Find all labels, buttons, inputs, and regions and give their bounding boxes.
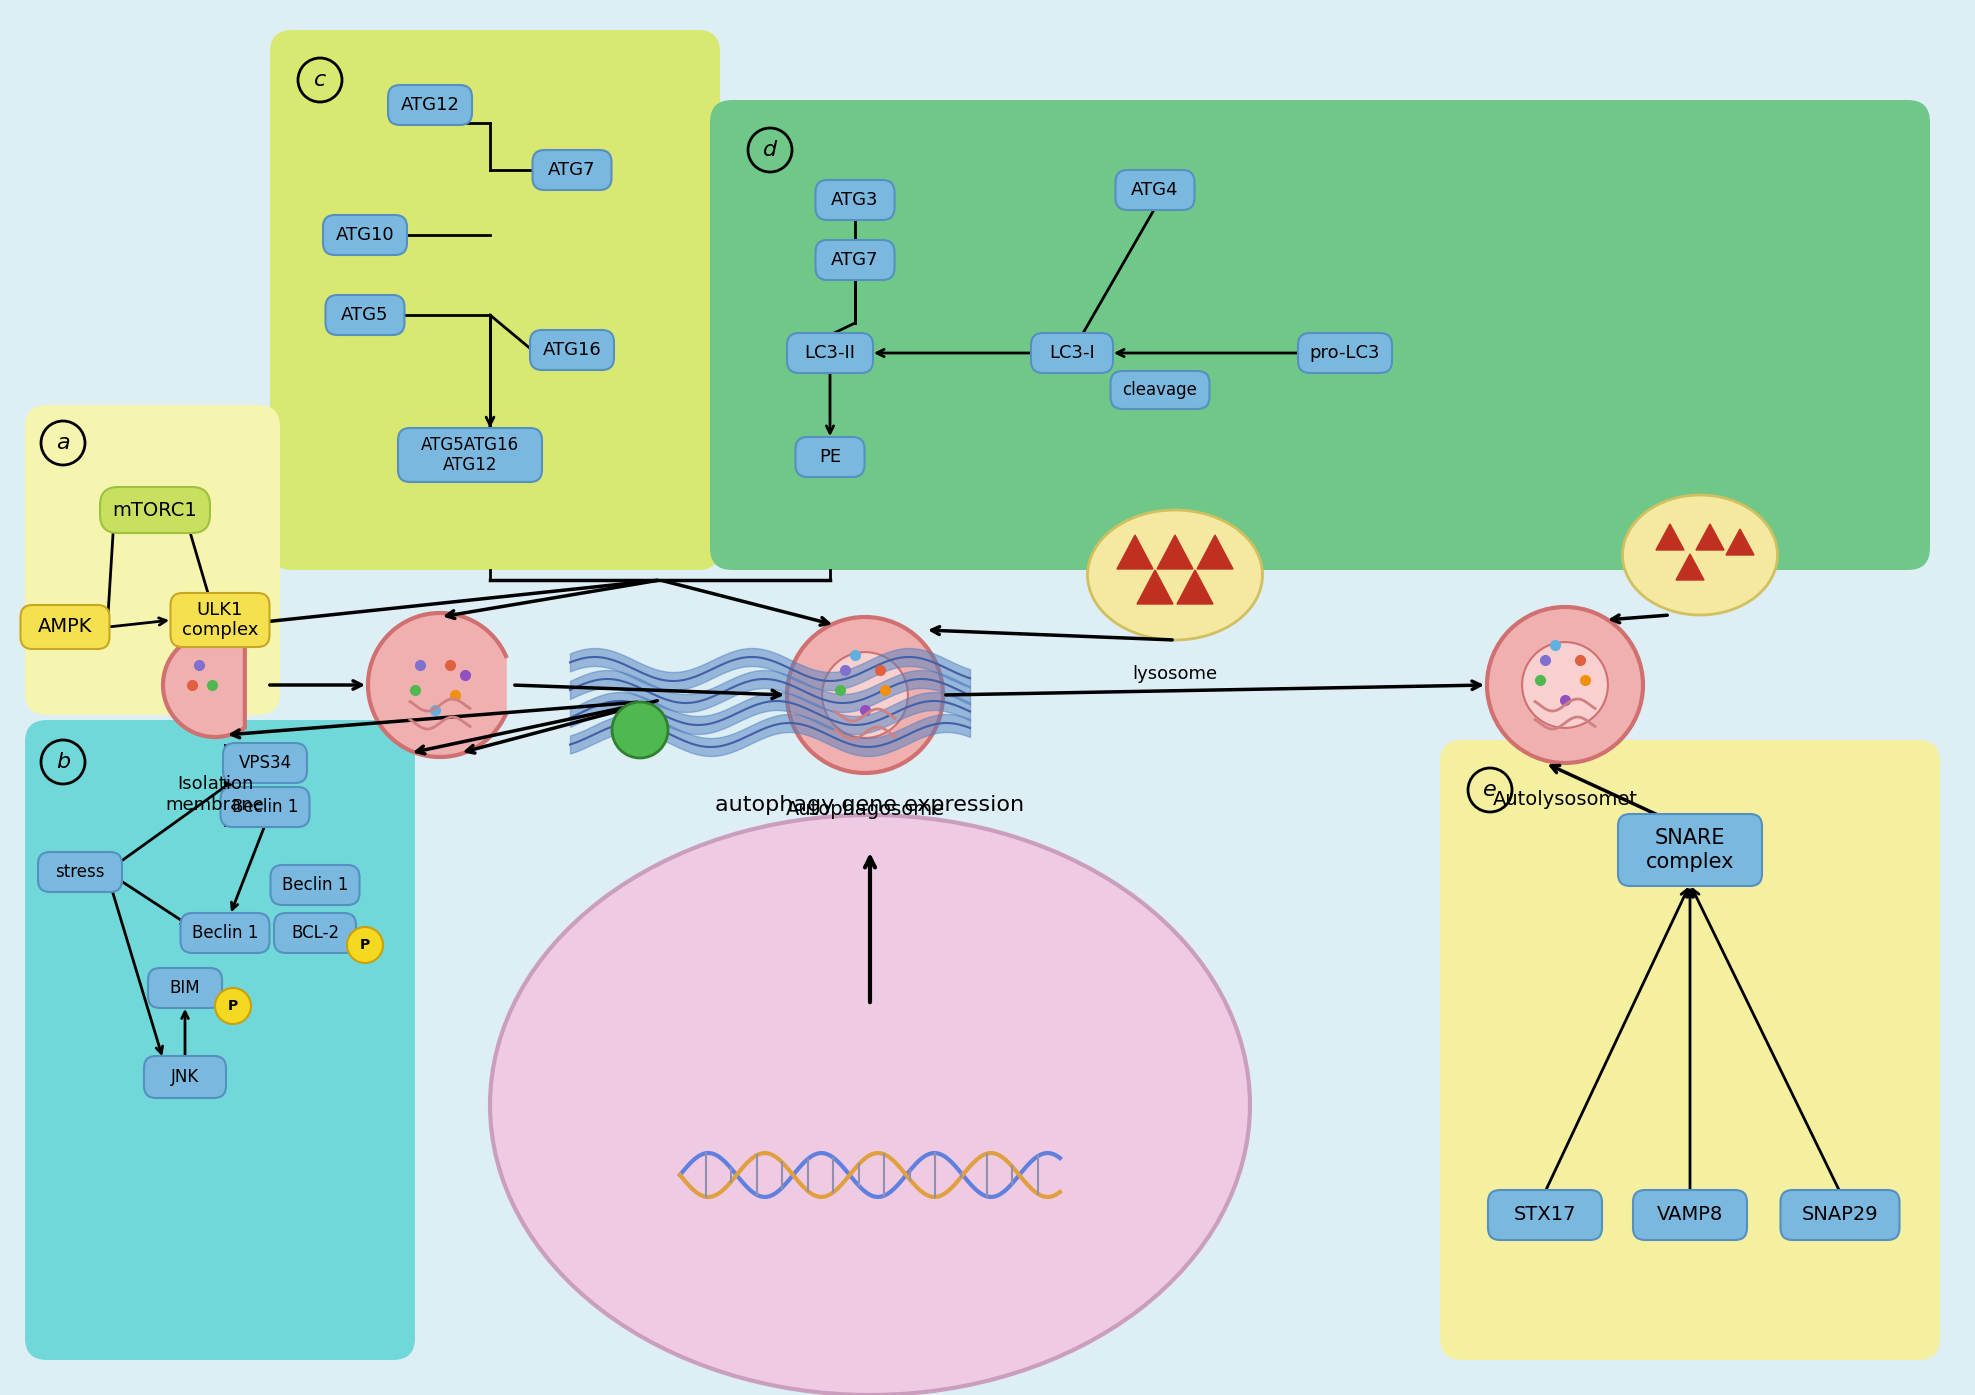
Circle shape — [1523, 642, 1608, 728]
Text: mTORC1: mTORC1 — [113, 501, 198, 519]
Text: cleavage: cleavage — [1122, 381, 1197, 399]
Text: ATG16: ATG16 — [543, 340, 600, 359]
Text: ATG7: ATG7 — [831, 251, 879, 269]
FancyBboxPatch shape — [271, 865, 359, 905]
Text: Autophagosome: Autophagosome — [786, 799, 944, 819]
Text: ATG12: ATG12 — [401, 96, 460, 114]
Text: d: d — [762, 140, 776, 160]
Text: lysosome: lysosome — [1132, 665, 1217, 684]
Ellipse shape — [1623, 495, 1778, 615]
FancyBboxPatch shape — [1298, 333, 1392, 372]
FancyBboxPatch shape — [1487, 1190, 1602, 1240]
Text: ATG3: ATG3 — [831, 191, 879, 209]
Text: BCL-2: BCL-2 — [290, 923, 340, 942]
Polygon shape — [1677, 554, 1704, 580]
Ellipse shape — [490, 815, 1250, 1395]
Polygon shape — [1655, 525, 1685, 550]
Circle shape — [822, 651, 908, 738]
Text: ATG7: ATG7 — [549, 160, 596, 179]
Text: ATG5ATG16
ATG12: ATG5ATG16 ATG12 — [421, 435, 519, 474]
Text: Isolation
membrane: Isolation membrane — [166, 776, 265, 813]
Text: AMPK: AMPK — [38, 618, 93, 636]
FancyBboxPatch shape — [387, 85, 472, 126]
Text: Beclin 1: Beclin 1 — [192, 923, 259, 942]
Text: PE: PE — [820, 448, 841, 466]
FancyBboxPatch shape — [26, 405, 280, 716]
FancyBboxPatch shape — [1618, 815, 1762, 886]
Circle shape — [1487, 607, 1643, 763]
FancyBboxPatch shape — [144, 1056, 225, 1098]
Text: P: P — [359, 937, 369, 951]
FancyBboxPatch shape — [816, 240, 895, 280]
Circle shape — [786, 617, 942, 773]
Circle shape — [215, 988, 251, 1024]
FancyBboxPatch shape — [326, 294, 405, 335]
Polygon shape — [1118, 536, 1153, 569]
Text: ULK1
complex: ULK1 complex — [182, 601, 259, 639]
Text: BIM: BIM — [170, 979, 199, 997]
FancyBboxPatch shape — [796, 437, 865, 477]
Text: JNK: JNK — [172, 1069, 199, 1085]
Text: SNARE
complex: SNARE complex — [1645, 829, 1734, 872]
FancyBboxPatch shape — [1440, 739, 1939, 1360]
Circle shape — [612, 702, 668, 757]
Text: Autolysosomet: Autolysosomet — [1493, 790, 1637, 809]
Circle shape — [348, 928, 383, 963]
FancyBboxPatch shape — [324, 215, 407, 255]
Text: b: b — [55, 752, 69, 771]
FancyBboxPatch shape — [529, 331, 614, 370]
Polygon shape — [164, 633, 245, 737]
Polygon shape — [1726, 529, 1754, 555]
Polygon shape — [1138, 571, 1173, 604]
FancyBboxPatch shape — [1781, 1190, 1900, 1240]
FancyBboxPatch shape — [709, 100, 1930, 571]
FancyBboxPatch shape — [20, 605, 109, 649]
Polygon shape — [367, 612, 508, 757]
Text: ATG10: ATG10 — [336, 226, 395, 244]
Polygon shape — [1177, 571, 1213, 604]
FancyBboxPatch shape — [1116, 170, 1195, 211]
FancyBboxPatch shape — [26, 720, 415, 1360]
Text: e: e — [1483, 780, 1497, 799]
FancyBboxPatch shape — [1633, 1190, 1748, 1240]
FancyBboxPatch shape — [180, 912, 269, 953]
Text: VPS34: VPS34 — [239, 755, 292, 771]
FancyBboxPatch shape — [221, 787, 310, 827]
Text: LC3-I: LC3-I — [1049, 345, 1094, 361]
Polygon shape — [1157, 536, 1193, 569]
Text: stress: stress — [55, 864, 105, 882]
FancyBboxPatch shape — [1031, 333, 1114, 372]
FancyBboxPatch shape — [148, 968, 221, 1009]
Text: ATG4: ATG4 — [1132, 181, 1179, 199]
FancyBboxPatch shape — [1110, 371, 1209, 409]
Text: LC3-II: LC3-II — [804, 345, 855, 361]
FancyBboxPatch shape — [38, 852, 122, 891]
Text: a: a — [55, 432, 69, 453]
Text: pro-LC3: pro-LC3 — [1309, 345, 1381, 361]
FancyBboxPatch shape — [816, 180, 895, 220]
FancyBboxPatch shape — [271, 31, 721, 571]
Ellipse shape — [1088, 511, 1262, 640]
Text: P: P — [227, 999, 239, 1013]
Text: SNAP29: SNAP29 — [1801, 1205, 1878, 1225]
FancyBboxPatch shape — [275, 912, 356, 953]
Text: STX17: STX17 — [1513, 1205, 1576, 1225]
Text: ATG5: ATG5 — [342, 306, 389, 324]
Text: autophagy gene expression: autophagy gene expression — [715, 795, 1025, 815]
Text: Beclin 1: Beclin 1 — [231, 798, 298, 816]
FancyBboxPatch shape — [101, 487, 209, 533]
FancyBboxPatch shape — [399, 428, 541, 483]
FancyBboxPatch shape — [786, 333, 873, 372]
Text: c: c — [314, 70, 326, 91]
Text: Beclin 1: Beclin 1 — [282, 876, 348, 894]
FancyBboxPatch shape — [223, 744, 306, 783]
FancyBboxPatch shape — [533, 151, 612, 190]
Polygon shape — [1697, 525, 1724, 550]
Text: VAMP8: VAMP8 — [1657, 1205, 1722, 1225]
Polygon shape — [1197, 536, 1232, 569]
FancyBboxPatch shape — [170, 593, 269, 647]
